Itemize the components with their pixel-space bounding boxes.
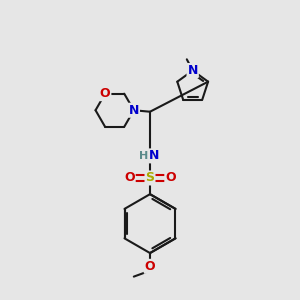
Text: N: N [188, 64, 198, 77]
Text: S: S [146, 172, 154, 184]
Text: H: H [139, 151, 148, 161]
Text: N: N [129, 104, 139, 117]
Text: O: O [124, 172, 135, 184]
Text: O: O [100, 87, 110, 100]
Text: O: O [165, 172, 176, 184]
Text: N: N [149, 149, 160, 162]
Text: O: O [145, 260, 155, 273]
